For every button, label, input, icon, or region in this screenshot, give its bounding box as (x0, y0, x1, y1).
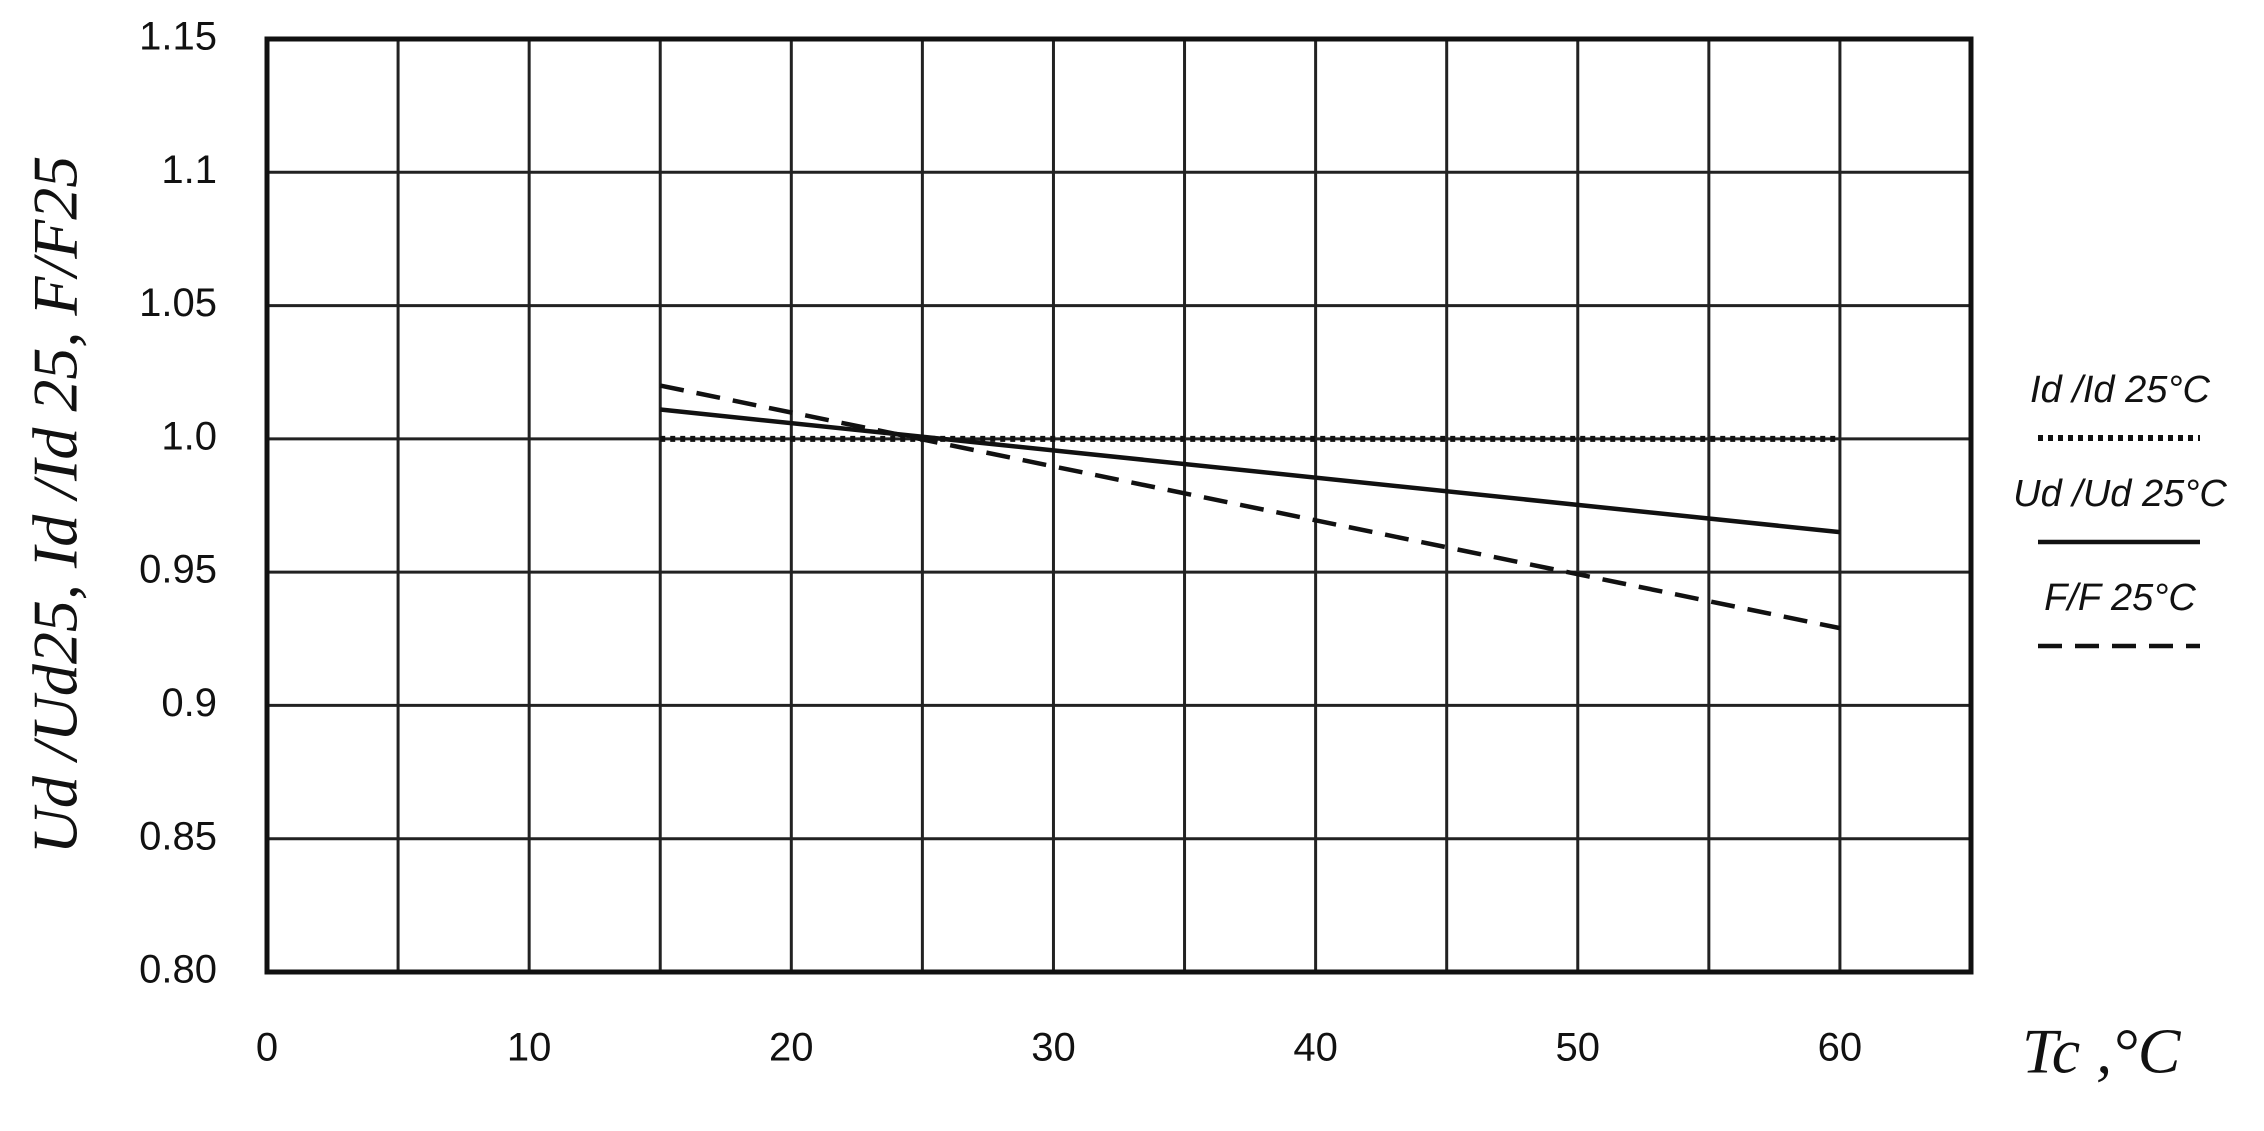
y-tick-label: 0.95 (139, 548, 217, 592)
y-tick-label: 0.9 (161, 681, 217, 725)
legend-label: Ud /Ud 25°C (2013, 473, 2227, 515)
series-line (659, 383, 1841, 631)
x-tick-label: 0 (256, 1026, 278, 1070)
x-tick-label: 10 (507, 1026, 552, 1070)
y-tick-label: 1.15 (139, 15, 217, 59)
x-tick-label: 60 (1818, 1026, 1863, 1070)
y-tick-label: 0.85 (139, 814, 217, 858)
x-tick-label: 30 (1031, 1026, 1076, 1070)
y-axis-title: Ud /Ud25, Id /Id 25, F/F25 (20, 156, 91, 855)
y-tick-label: 1.05 (139, 281, 217, 325)
legend-label: F/F 25°C (2044, 577, 2196, 619)
plot-frame (264, 36, 1974, 975)
legend-label: Id /Id 25°C (2030, 369, 2211, 411)
x-tick-label: 50 (1556, 1026, 1601, 1070)
x-tick-label: 20 (769, 1026, 814, 1070)
x-axis-title: Tc ,°C (2022, 1016, 2182, 1087)
y-tick-label: 1.0 (161, 414, 217, 458)
x-tick-label: 40 (1293, 1026, 1338, 1070)
y-tick-label: 0.80 (139, 948, 217, 992)
y-tick-label: 1.1 (161, 148, 217, 192)
series-line (659, 407, 1841, 535)
